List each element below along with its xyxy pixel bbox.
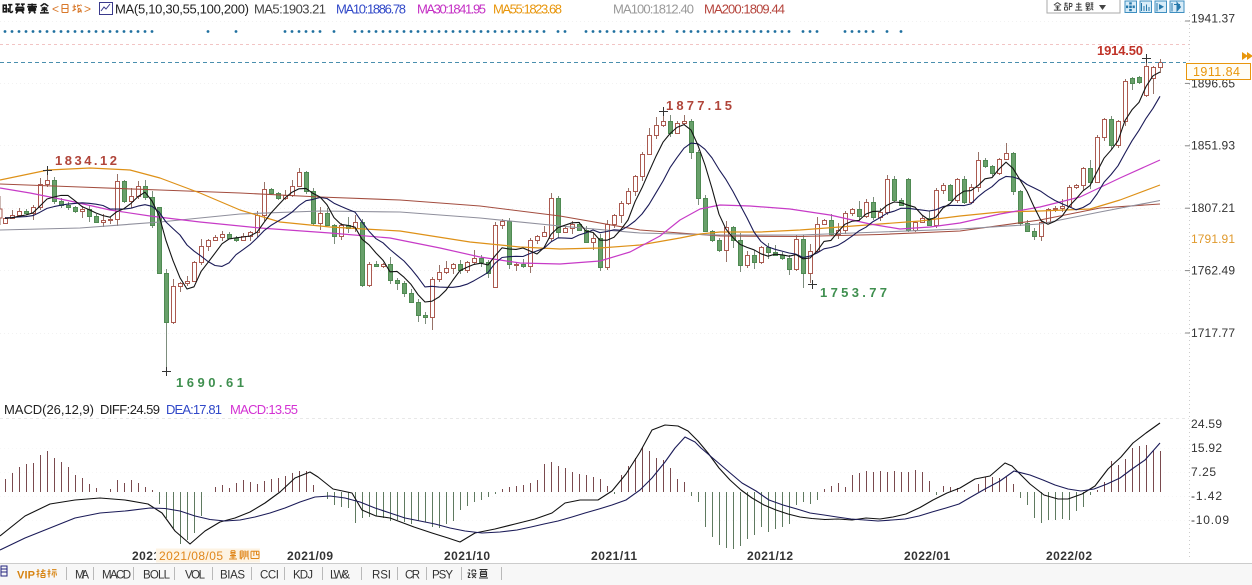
svg-text:MA5:1903.21: MA5:1903.21 (254, 2, 326, 17)
svg-text:24.59: 24.59 (1191, 417, 1222, 431)
svg-text:1762.49: 1762.49 (1191, 264, 1235, 278)
svg-text:>: > (84, 2, 91, 16)
svg-text:BOLL: BOLL (143, 570, 171, 582)
svg-text:-10.09: -10.09 (1191, 513, 1229, 527)
svg-text:2021/12: 2021/12 (747, 549, 793, 563)
svg-text:DIFF:24.59: DIFF:24.59 (100, 402, 160, 417)
svg-text:MA55:1823.68: MA55:1823.68 (493, 2, 562, 17)
svg-text:MA30:1841.95: MA30:1841.95 (417, 2, 486, 17)
svg-text:CCI: CCI (260, 570, 279, 582)
svg-text:VIP: VIP (17, 570, 35, 582)
svg-text:MA10:1886.78: MA10:1886.78 (336, 2, 406, 17)
svg-text:1851.93: 1851.93 (1191, 139, 1235, 153)
svg-text:1717.77: 1717.77 (1191, 326, 1235, 340)
svg-text:1941.37: 1941.37 (1191, 12, 1235, 26)
svg-text:1877.15: 1877.15 (666, 98, 732, 113)
svg-text:1911.84: 1911.84 (1193, 65, 1240, 79)
svg-text:2021/09: 2021/09 (287, 549, 333, 563)
svg-text:MA200:1809.44: MA200:1809.44 (704, 2, 785, 17)
svg-text:1914.50: 1914.50 (1097, 43, 1143, 58)
svg-text:1791.91: 1791.91 (1191, 232, 1235, 246)
svg-text:VOL: VOL (185, 570, 206, 582)
svg-text:15.92: 15.92 (1191, 441, 1222, 455)
svg-text:KDJ: KDJ (293, 570, 313, 582)
svg-text:1807.21: 1807.21 (1191, 201, 1235, 215)
svg-text:1834.12: 1834.12 (55, 153, 117, 168)
svg-text:-1.42: -1.42 (1191, 489, 1222, 503)
svg-text:DEA:17.81: DEA:17.81 (166, 402, 222, 417)
svg-text:<: < (52, 2, 59, 16)
svg-text:MACD:13.55: MACD:13.55 (230, 402, 298, 417)
svg-text:2021/10: 2021/10 (444, 549, 490, 563)
svg-text:BIAS: BIAS (220, 570, 245, 582)
svg-text:2021/08/05: 2021/08/05 (159, 549, 223, 563)
svg-text:MA: MA (75, 570, 89, 582)
svg-text:1690.61: 1690.61 (176, 375, 244, 390)
svg-text:PSY: PSY (432, 570, 453, 582)
svg-text:RSI: RSI (372, 570, 391, 582)
svg-text:7.25: 7.25 (1191, 465, 1216, 479)
svg-text:MACD: MACD (102, 570, 131, 582)
svg-text:MACD(26,12,9): MACD(26,12,9) (4, 402, 94, 417)
svg-text:1753.77: 1753.77 (820, 285, 887, 300)
svg-text:MA100:1812.40: MA100:1812.40 (613, 2, 694, 17)
svg-text:CR: CR (405, 570, 420, 582)
svg-text:2022/01: 2022/01 (904, 549, 950, 563)
svg-text:MA(5,10,30,55,100,200): MA(5,10,30,55,100,200) (115, 2, 249, 17)
svg-text:2022/02: 2022/02 (1046, 549, 1092, 563)
svg-text:2021/11: 2021/11 (591, 549, 637, 563)
svg-text:LW&: LW& (330, 570, 350, 582)
